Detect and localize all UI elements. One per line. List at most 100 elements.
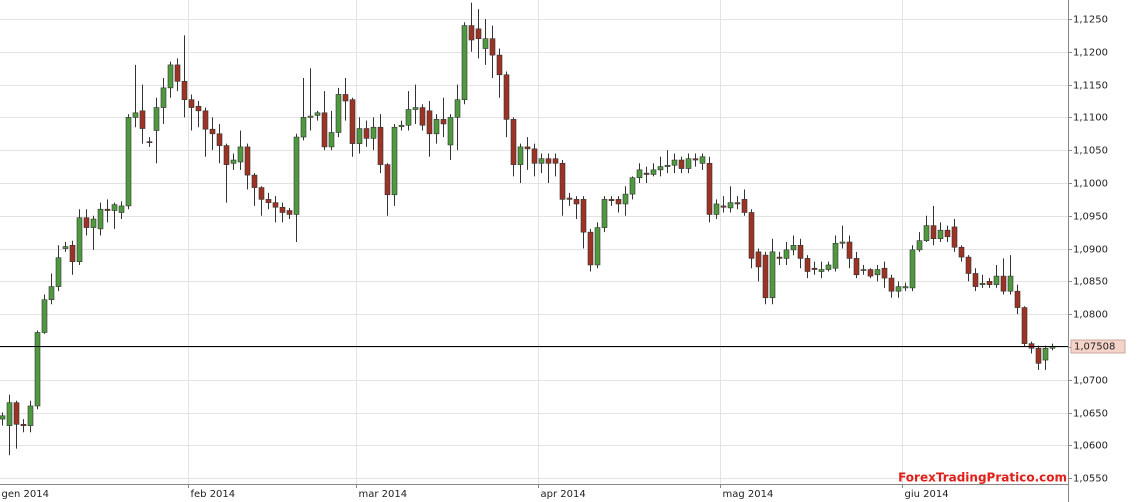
y-tick-label: 1,0900 — [1073, 245, 1108, 256]
candle-body — [552, 158, 559, 164]
y-tick-label: 1,0600 — [1073, 441, 1108, 452]
candle-body — [846, 241, 853, 259]
candle-body — [216, 133, 223, 146]
candle-body — [482, 38, 489, 49]
candle-body — [951, 226, 958, 248]
candle-body — [657, 166, 664, 171]
candle-body — [769, 251, 776, 299]
candle-body — [188, 99, 195, 108]
candle-body — [601, 199, 608, 228]
candle-body — [650, 169, 657, 175]
candle-body — [146, 141, 153, 143]
candle-body — [531, 148, 538, 164]
candle-body — [363, 128, 370, 139]
x-tick-label: mar 2014 — [359, 489, 408, 500]
candle-body — [167, 64, 174, 89]
candle-body — [678, 159, 685, 169]
candle-body — [125, 117, 132, 207]
candle-body — [41, 299, 48, 333]
candle-body — [468, 25, 475, 41]
candle-body — [734, 202, 741, 205]
candle-body — [790, 244, 797, 251]
candle-body — [979, 283, 986, 285]
candle-body — [237, 146, 244, 163]
candle-body — [195, 105, 202, 112]
y-tick-label: 1,1250 — [1073, 15, 1108, 26]
candle-body — [853, 258, 860, 276]
candle-body — [804, 258, 811, 272]
candle-body — [335, 94, 342, 133]
candle-body — [958, 246, 965, 258]
y-tick-label: 1,1100 — [1073, 113, 1108, 124]
candle-body — [244, 146, 251, 176]
candle-body — [860, 269, 867, 271]
candle-body — [1000, 275, 1007, 292]
candle-body — [643, 172, 650, 175]
candle-body — [223, 145, 230, 165]
candle-body — [839, 241, 846, 244]
candle-body — [202, 110, 209, 130]
candle-body — [475, 28, 482, 39]
candle-body — [356, 128, 363, 144]
candle-body — [573, 199, 580, 205]
x-tick-label: giu 2014 — [905, 489, 949, 500]
candle-body — [986, 281, 993, 285]
y-tick-label: 1,1050 — [1073, 146, 1108, 157]
candle-body — [6, 402, 13, 426]
candle-body — [377, 126, 384, 165]
candle-body — [916, 240, 923, 251]
candle-body — [20, 424, 27, 426]
candle-body — [97, 208, 104, 230]
candle-body — [622, 193, 629, 205]
candle-body — [587, 231, 594, 266]
y-tick-label: 1,0550 — [1073, 474, 1108, 485]
candle-body — [510, 119, 517, 165]
candle-body — [636, 169, 643, 179]
candle-body — [748, 212, 755, 259]
candle-body — [13, 402, 20, 425]
candle-body — [629, 177, 636, 195]
candle-body — [272, 202, 279, 208]
candle-body — [1014, 290, 1021, 308]
grid — [0, 0, 1072, 488]
candle-body — [762, 254, 769, 299]
candle-body — [1021, 307, 1028, 344]
candle-body — [489, 38, 496, 56]
candle-body — [391, 126, 398, 196]
y-tick-label: 1,1200 — [1073, 48, 1108, 59]
candle-body — [1007, 275, 1014, 292]
candle-body — [440, 119, 447, 125]
candle-body — [426, 110, 433, 135]
candle-body — [503, 74, 510, 120]
candle-body — [867, 269, 874, 277]
candle-body — [517, 146, 524, 165]
candle-body — [825, 264, 832, 270]
candle-body — [76, 217, 83, 262]
candle-body — [90, 218, 97, 228]
candle-body — [888, 277, 895, 292]
candle-body — [671, 159, 678, 166]
candle-body — [370, 126, 377, 139]
last-price-box — [1070, 339, 1126, 354]
candle-body — [48, 286, 55, 301]
watermark: ForexTradingPratico.com — [898, 471, 1067, 485]
candle-body — [538, 158, 545, 164]
candle-body — [797, 244, 804, 259]
candle-body — [496, 54, 503, 76]
candle-body — [706, 163, 713, 215]
candle-body — [447, 117, 454, 146]
candle-body — [783, 249, 790, 259]
candle-body — [566, 197, 573, 200]
x-tick-label: apr 2014 — [541, 489, 586, 500]
candle-body — [181, 81, 188, 100]
candle-body — [699, 156, 706, 164]
y-tick-label: 1,1000 — [1073, 179, 1108, 190]
candles — [0, 2, 1068, 456]
candle-body — [524, 146, 531, 150]
candle-body — [321, 112, 328, 148]
candle-body — [139, 110, 146, 129]
candle-body — [874, 269, 881, 276]
candle-body — [286, 210, 293, 215]
candle-body — [83, 217, 90, 228]
